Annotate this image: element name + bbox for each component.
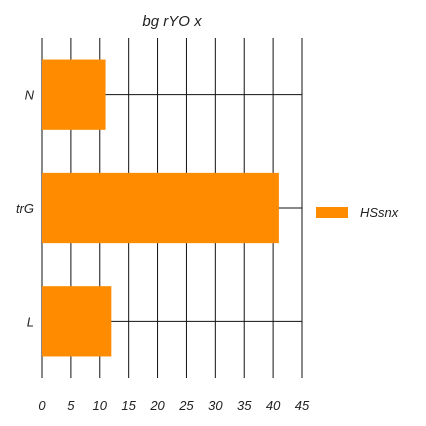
bar-N bbox=[42, 59, 106, 130]
legend-swatch bbox=[316, 207, 348, 218]
x-tick-label: 5 bbox=[67, 398, 75, 413]
x-tick-label: 30 bbox=[208, 398, 223, 413]
chart-title: bg rYO x bbox=[142, 13, 202, 30]
bar-L bbox=[42, 286, 112, 357]
x-tick-label: 35 bbox=[237, 398, 252, 413]
x-tick-label: 0 bbox=[38, 398, 46, 413]
bar-trG bbox=[42, 172, 279, 244]
x-tick-label: 40 bbox=[266, 398, 281, 413]
category-label: L bbox=[27, 314, 34, 329]
x-tick-label: 25 bbox=[178, 398, 194, 413]
legend: HSsnx bbox=[316, 205, 399, 220]
bars bbox=[42, 59, 279, 357]
x-tick-label: 10 bbox=[93, 398, 108, 413]
x-tick-labels: 0 5 10 15 20 25 30 35 40 45 bbox=[38, 398, 310, 413]
legend-label: HSsnx bbox=[360, 205, 399, 220]
category-label: N bbox=[25, 88, 35, 103]
x-tick-label: 15 bbox=[121, 398, 136, 413]
category-label: trG bbox=[16, 201, 34, 216]
x-tick-label: 45 bbox=[295, 398, 310, 413]
x-tick-label: 20 bbox=[149, 398, 165, 413]
